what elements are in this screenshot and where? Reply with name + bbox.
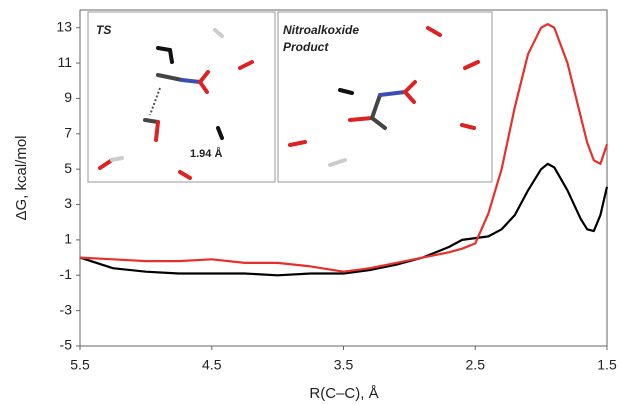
x-tick-label: 3.5 bbox=[334, 357, 354, 373]
molecule bbox=[288, 26, 480, 167]
annotation: Nitroalkoxide bbox=[283, 23, 359, 37]
y-tick-label: -5 bbox=[60, 337, 73, 353]
data-line bbox=[79, 162, 609, 277]
y-tick-label: 3 bbox=[64, 195, 72, 211]
y-tick-label: 13 bbox=[56, 18, 72, 34]
x-tick-label: 2.5 bbox=[466, 357, 486, 373]
inset-product bbox=[277, 11, 493, 183]
y-tick-label: -1 bbox=[60, 266, 73, 282]
inset-ts bbox=[87, 11, 276, 183]
bond-distance bbox=[149, 87, 161, 116]
annotation: TS bbox=[96, 23, 111, 37]
annotation: Product bbox=[283, 40, 329, 54]
x-tick-label: 5.5 bbox=[70, 357, 90, 373]
inset-box bbox=[277, 11, 493, 183]
y-axis-title: ΔG, kcal/mol bbox=[13, 135, 30, 220]
molecule bbox=[98, 28, 254, 180]
y-tick-label: 1 bbox=[64, 231, 72, 247]
inset-box bbox=[87, 11, 276, 183]
data-line bbox=[79, 23, 609, 273]
x-tick-label: 1.5 bbox=[597, 357, 617, 373]
y-tick-label: 11 bbox=[57, 54, 72, 70]
x-tick-label: 4.5 bbox=[202, 357, 222, 373]
annotation: 1.94 Å bbox=[190, 147, 222, 160]
y-tick-label: 9 bbox=[64, 89, 72, 105]
x-axis-title: R(C–C), Å bbox=[309, 385, 378, 402]
y-tick-label: 7 bbox=[64, 124, 72, 140]
y-tick-label: 5 bbox=[64, 160, 72, 176]
y-tick-label: -3 bbox=[60, 301, 73, 317]
